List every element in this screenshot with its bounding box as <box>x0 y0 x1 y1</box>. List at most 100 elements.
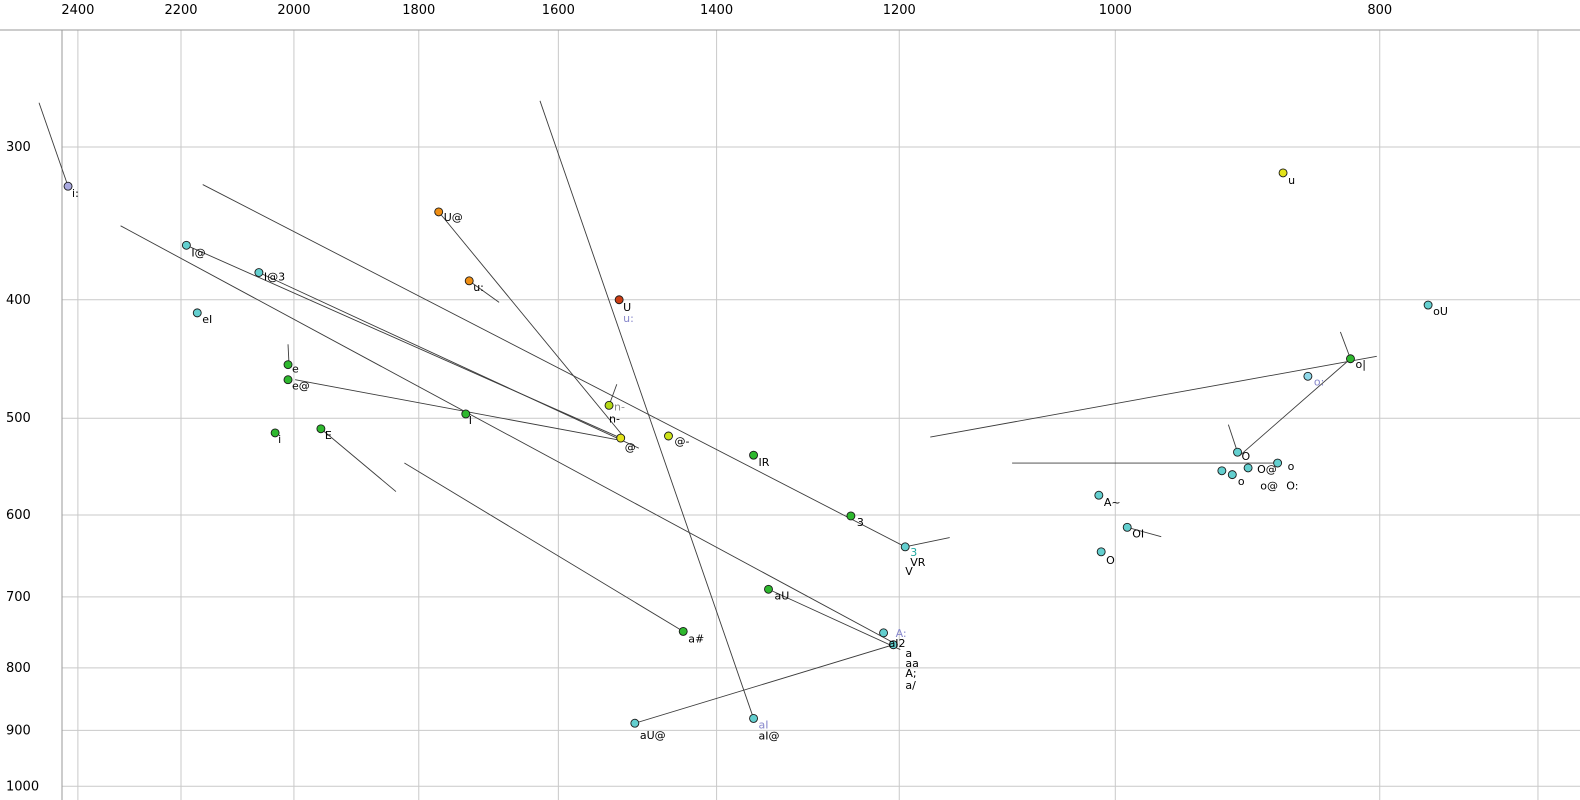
vowel-point-I <box>461 409 471 419</box>
vowel-point-IR <box>749 450 759 460</box>
vowel-label-IR: IR <box>759 456 770 469</box>
trajectory-line <box>930 355 1377 438</box>
vowel-point-U <box>614 295 624 305</box>
vowel-label-o@: o@ <box>1260 480 1278 493</box>
vowel-point-o-right-1 <box>1273 458 1283 468</box>
vowel-label-e: e <box>292 363 299 376</box>
vowel-point-i <box>270 428 280 438</box>
vowel-label-V: VR <box>910 556 926 569</box>
y-tick-label: 700 <box>6 590 31 605</box>
vowel-point-aI@ <box>749 713 759 723</box>
vowel-point-U@ <box>434 207 444 217</box>
vowel-point-o: <box>1303 371 1313 381</box>
trajectory-line <box>1227 424 1238 453</box>
vowel-label-o-right-1: o <box>1288 460 1295 473</box>
vowel-point-I@3 <box>254 268 264 277</box>
vowel-point-o@ <box>1227 470 1237 480</box>
vowel-label-n-: n- <box>609 412 620 425</box>
vowel-label-V: V <box>905 565 913 578</box>
vowel-label-o:: o: <box>1314 375 1324 388</box>
vowel-label-O-right: O <box>1242 450 1251 463</box>
trajectory-line <box>38 102 69 187</box>
trajectory-line <box>295 379 620 441</box>
vowel-label-o|: o| <box>1355 358 1365 371</box>
vowel-label-@: @ <box>625 441 636 454</box>
vowel-point-E <box>316 424 326 434</box>
vowel-label-u: u <box>1288 174 1295 187</box>
vowel-label-E: E <box>325 429 332 442</box>
y-tick-label: 900 <box>6 723 31 738</box>
vowel-point-O@ <box>1243 463 1253 473</box>
vowel-label-a: a/ <box>905 679 916 692</box>
y-tick-label: 400 <box>6 293 31 308</box>
vowel-point-oU <box>1423 300 1433 310</box>
vowel-label-U@: U@ <box>444 211 463 224</box>
vowel-label-V: 3 <box>910 546 917 559</box>
vowel-label-aU@: aU@ <box>640 729 666 742</box>
x-tick-label: 2000 <box>277 3 310 18</box>
vowel-label-aI@: aI@ <box>759 729 780 742</box>
x-tick-label: 1400 <box>700 3 733 18</box>
vowel-label-i:: i: <box>72 187 79 200</box>
x-tick-label: 2200 <box>164 3 197 18</box>
vowel-label-I@: I@ <box>191 246 205 259</box>
vowel-point-aU@ <box>630 718 640 728</box>
vowel-label-i: i <box>278 433 281 446</box>
vowel-point-n- <box>604 400 614 410</box>
trajectory-line <box>320 428 397 492</box>
trajectory-line <box>539 100 754 719</box>
vowel-point-u <box>1278 168 1288 178</box>
vowel-label-OI: OI <box>1132 527 1144 540</box>
vowel-label-o-right-2: o <box>1238 475 1245 488</box>
vowel-label-A~: A~ <box>1104 496 1121 509</box>
y-tick-label: 300 <box>6 140 31 155</box>
vowel-point-aU <box>764 584 773 594</box>
vowel-label-eI: eI <box>202 313 212 326</box>
y-tick-label: 800 <box>6 661 31 676</box>
trajectory-line <box>438 211 624 437</box>
trajectory-line <box>404 462 684 632</box>
vowel-label-a: aa <box>905 657 918 670</box>
vowel-point-i: <box>63 181 73 191</box>
trajectory-line <box>202 184 906 548</box>
vowel-point-o-right-2 <box>1217 466 1227 476</box>
vowel-label-U: u: <box>623 312 634 325</box>
vowel-point-A~ <box>1094 490 1104 500</box>
trajectory-line <box>1339 331 1351 359</box>
vowel-point-a# <box>678 626 688 636</box>
vowel-point-o| <box>1346 354 1355 364</box>
vowel-label-A:: aI2 <box>889 637 906 650</box>
vowel-label-o@: O: <box>1286 480 1298 493</box>
vowel-point-@ <box>616 433 626 443</box>
vowel-point-O <box>1096 547 1106 557</box>
vowel-point-eI <box>192 308 202 318</box>
vowel-label-@-: @- <box>674 435 689 448</box>
trajectory-line <box>768 588 901 650</box>
vowel-point-e@ <box>283 375 293 385</box>
trajectory-line <box>258 272 639 449</box>
x-tick-label: 1600 <box>542 3 575 18</box>
x-tick-label: 1800 <box>402 3 435 18</box>
vowel-label-u:: u: <box>473 281 484 294</box>
vowel-label-A:: A: <box>896 627 907 640</box>
trajectory-line <box>1239 358 1351 456</box>
vowel-point-V <box>900 542 910 552</box>
y-tick-label: 500 <box>6 411 31 426</box>
vowel-point-e <box>283 360 293 370</box>
trajectory-line <box>905 537 950 548</box>
vowel-point-a <box>888 640 898 650</box>
vowel-label-a: a <box>905 647 912 660</box>
x-tick-label: 2400 <box>61 3 94 18</box>
vowel-label-a: A; <box>905 667 916 680</box>
trajectory-line <box>468 280 500 303</box>
trajectory-line <box>634 644 894 724</box>
x-tick-label: 1200 <box>883 3 916 18</box>
trajectory-line <box>120 225 894 644</box>
vowel-point-u: <box>464 276 474 286</box>
vowel-point-@- <box>664 431 673 441</box>
vowel-point-3 <box>846 511 856 521</box>
x-tick-label: 1000 <box>1099 3 1132 18</box>
